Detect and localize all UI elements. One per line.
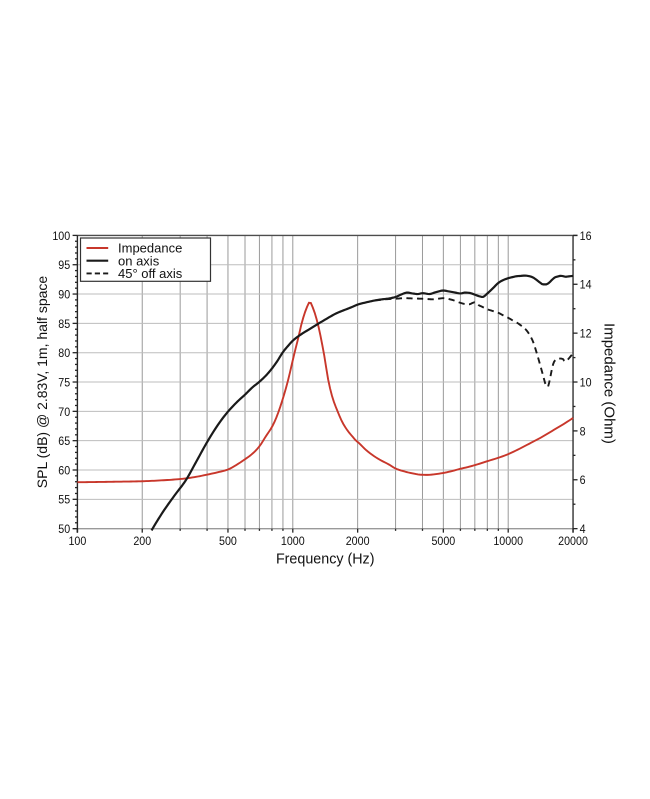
svg-text:65: 65 [58,434,70,448]
svg-text:8: 8 [580,424,586,438]
svg-text:2000: 2000 [346,534,370,548]
svg-text:95: 95 [58,258,70,272]
svg-text:10: 10 [580,375,592,389]
svg-text:1000: 1000 [281,534,305,548]
svg-text:60: 60 [58,463,70,477]
svg-text:6: 6 [580,473,586,487]
svg-text:on axis: on axis [118,253,160,268]
svg-text:14: 14 [580,278,592,292]
svg-text:20000: 20000 [558,534,588,548]
svg-text:10000: 10000 [493,534,523,548]
svg-text:100: 100 [68,534,86,548]
svg-text:16: 16 [580,229,592,243]
svg-text:Impedance: Impedance [118,241,182,256]
svg-text:Frequency (Hz): Frequency (Hz) [276,552,375,568]
svg-text:12: 12 [580,327,592,341]
svg-text:100: 100 [52,229,70,243]
svg-text:500: 500 [219,534,237,548]
svg-text:45° off axis: 45° off axis [118,266,183,281]
svg-text:70: 70 [58,405,70,419]
svg-text:5000: 5000 [431,534,455,548]
svg-text:80: 80 [58,346,70,360]
svg-text:SPL (dB) @ 2.83V, 1m, half spa: SPL (dB) @ 2.83V, 1m, half space [34,276,50,489]
svg-text:4: 4 [580,522,586,536]
svg-text:55: 55 [58,493,70,507]
svg-text:50: 50 [58,522,70,536]
svg-text:75: 75 [58,375,70,389]
svg-text:85: 85 [58,317,70,331]
svg-text:90: 90 [58,287,70,301]
svg-text:200: 200 [133,534,151,548]
svg-text:Impedance (Ohm): Impedance (Ohm) [601,323,618,444]
